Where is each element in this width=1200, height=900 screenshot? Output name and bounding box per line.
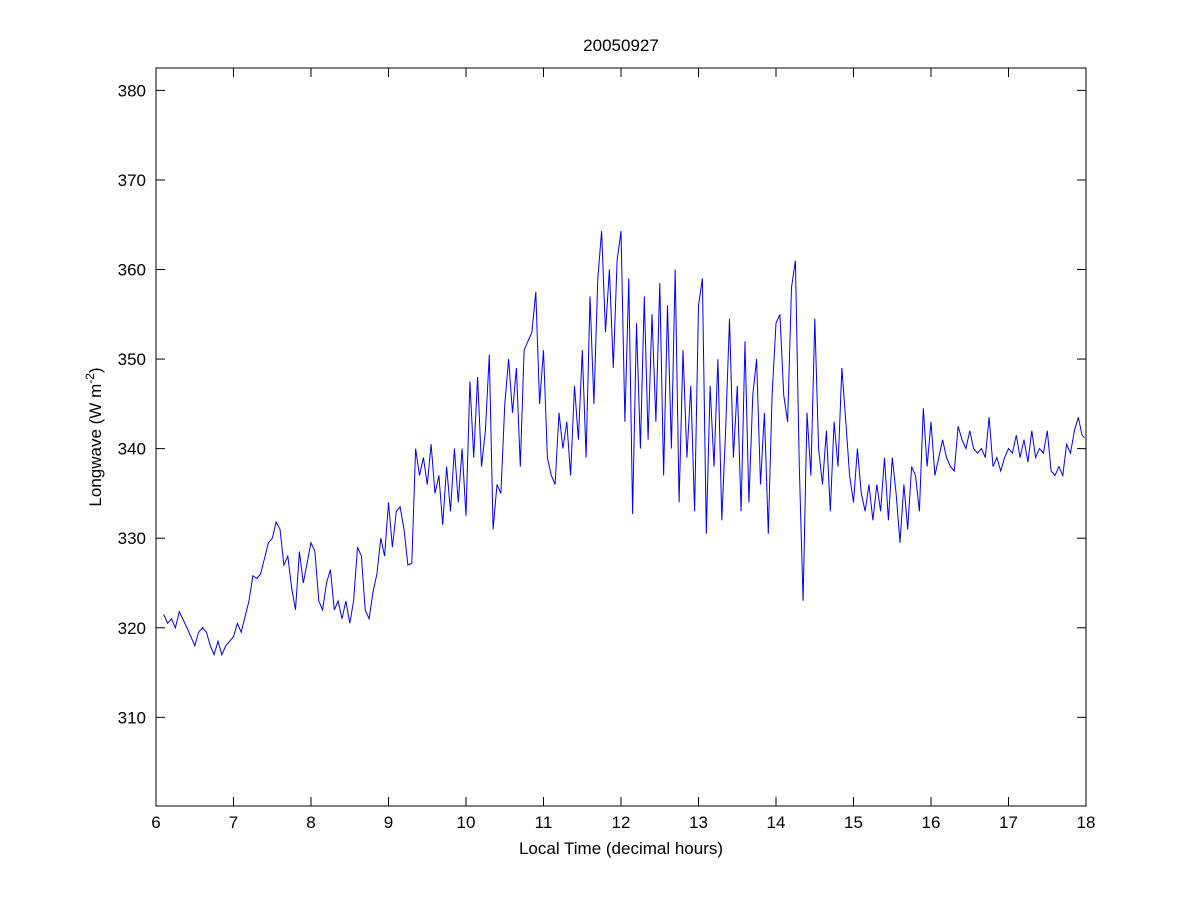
x-tick-label: 15 xyxy=(844,813,863,832)
y-tick-label: 320 xyxy=(118,619,146,638)
y-tick-label: 340 xyxy=(118,440,146,459)
x-tick-label: 17 xyxy=(999,813,1018,832)
axis-ticks: 6 7 8 9 10 11 12 13 14 15 16 17 18 310 320 330 340 350 360… xyxy=(118,68,1096,832)
y-tick-label: 370 xyxy=(118,171,146,190)
x-tick-label: 10 xyxy=(457,813,476,832)
x-tick-label: 8 xyxy=(306,813,315,832)
x-tick-label: 6 xyxy=(151,813,160,832)
x-tick-label: 9 xyxy=(384,813,393,832)
x-tick-label: 18 xyxy=(1077,813,1096,832)
x-tick-label: 12 xyxy=(612,813,631,832)
x-tick-label: 7 xyxy=(229,813,238,832)
y-tick-label: 360 xyxy=(118,261,146,280)
y-axis-label: Longwave (W m-2) xyxy=(83,367,105,506)
series-group xyxy=(163,230,1085,657)
x-tick-label: 14 xyxy=(767,813,786,832)
y-tick-label: 310 xyxy=(118,708,146,727)
series-line-longwave xyxy=(163,230,1085,657)
y-tick-label: 330 xyxy=(118,529,146,548)
y-tick-label: 380 xyxy=(118,81,146,100)
x-axis-label: Local Time (decimal hours) xyxy=(519,839,723,858)
x-tick-label: 11 xyxy=(535,813,553,832)
y-tick-label: 350 xyxy=(118,350,146,369)
x-tick-label: 13 xyxy=(689,813,708,832)
plot-area xyxy=(155,67,1087,807)
x-tick-label: 16 xyxy=(922,813,941,832)
chart-title: 20050927 xyxy=(583,36,659,55)
